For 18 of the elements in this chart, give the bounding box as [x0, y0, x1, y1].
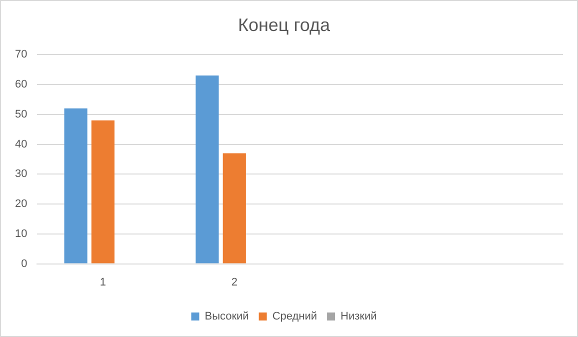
legend-label: Средний: [272, 310, 318, 323]
y-tick-label: 50: [14, 108, 28, 120]
legend-label: Низкий: [340, 310, 377, 323]
x-tick-label: 2: [231, 276, 238, 288]
chart-title: Конец года: [238, 14, 332, 35]
y-tick-label: 70: [14, 48, 28, 61]
y-tick-label: 30: [14, 168, 28, 180]
y-tick-label: 20: [14, 198, 28, 210]
y-tick-label: 10: [14, 228, 28, 240]
y-tick-label: 0: [21, 258, 28, 270]
legend-label: Высокий: [204, 310, 249, 323]
x-tick-label: 1: [100, 276, 106, 288]
bar: [91, 120, 114, 264]
bar: [64, 108, 88, 264]
bar: [196, 76, 219, 264]
y-tick-label: 60: [14, 78, 28, 91]
bar: [222, 153, 246, 264]
y-tick-label: 40: [14, 138, 28, 150]
